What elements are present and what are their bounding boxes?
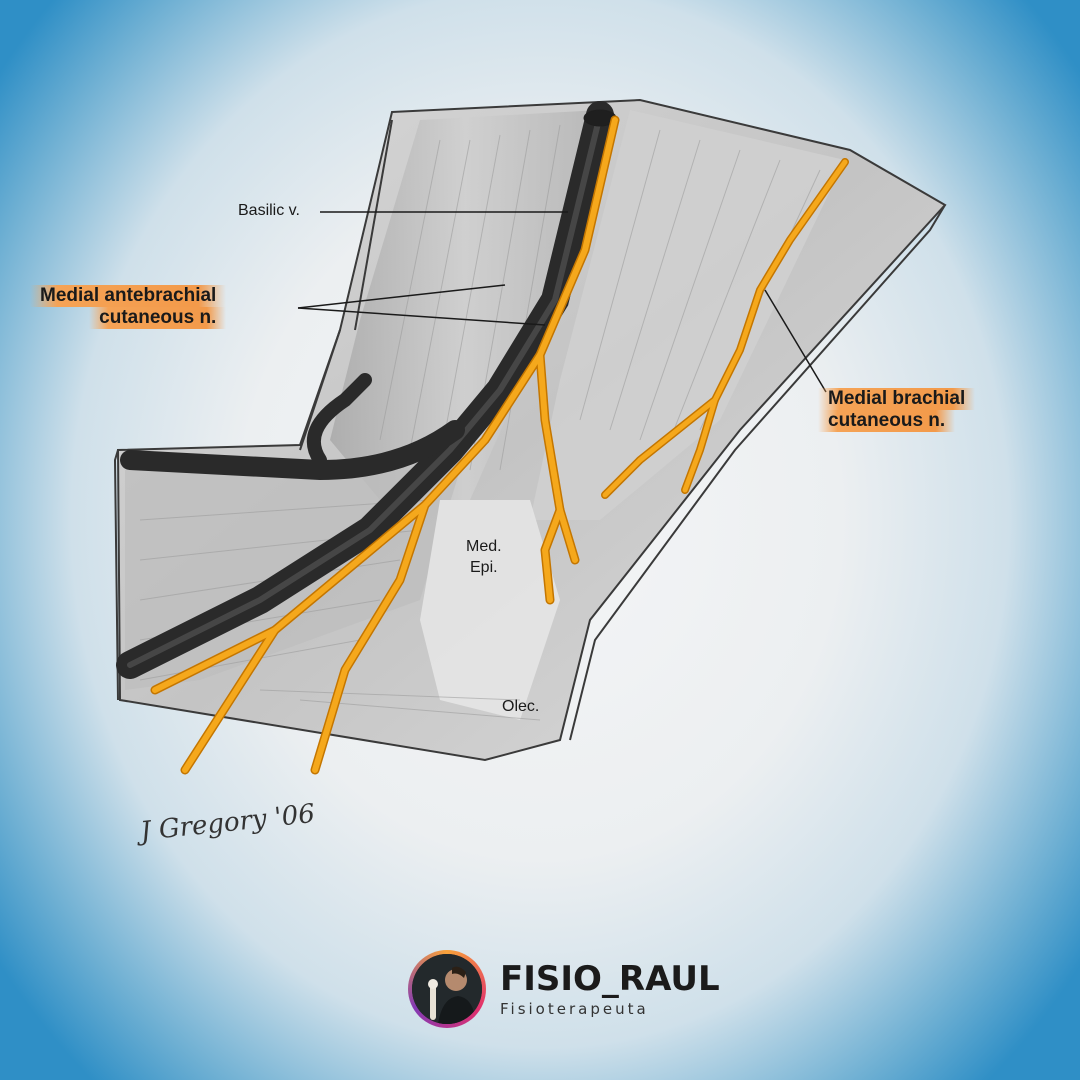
- basilic-vein: [116, 101, 617, 679]
- medial-antebrachial-label: Medial antebrachial cutaneous n.: [30, 285, 227, 329]
- brand-text: FISIO_RAUL Fisioterapeuta: [500, 960, 720, 1018]
- olecranon-label: Olec.: [502, 698, 540, 715]
- brand-block[interactable]: FISIO_RAUL Fisioterapeuta: [408, 950, 720, 1028]
- medial-brachial-label-line2: cutaneous n.: [818, 410, 956, 432]
- medial-antebrachial-label-line1: Medial antebrachial: [30, 285, 227, 307]
- brand-name: FISIO_RAUL: [500, 959, 720, 999]
- avatar-photo: [412, 954, 482, 1024]
- person-icon: [412, 954, 482, 1024]
- avatar[interactable]: [408, 950, 486, 1028]
- medial-epicondyle-label: Med. Epi.: [466, 536, 502, 578]
- leader-lines: [297, 211, 827, 393]
- medial-antebrachial-nerve: [150, 115, 620, 775]
- medial-epicondyle-label-line1: Med.: [466, 538, 502, 555]
- medial-antebrachial-label-line2: cutaneous n.: [89, 307, 227, 329]
- basilic-vein-label: Basilic v.: [238, 202, 300, 219]
- medial-brachial-label: Medial brachial cutaneous n.: [818, 388, 976, 432]
- brand-role: Fisioterapeuta: [500, 1000, 649, 1018]
- medial-brachial-nerve: [601, 158, 849, 499]
- medial-brachial-label-line1: Medial brachial: [818, 388, 976, 410]
- medial-epicondyle-label-line2: Epi.: [470, 559, 498, 576]
